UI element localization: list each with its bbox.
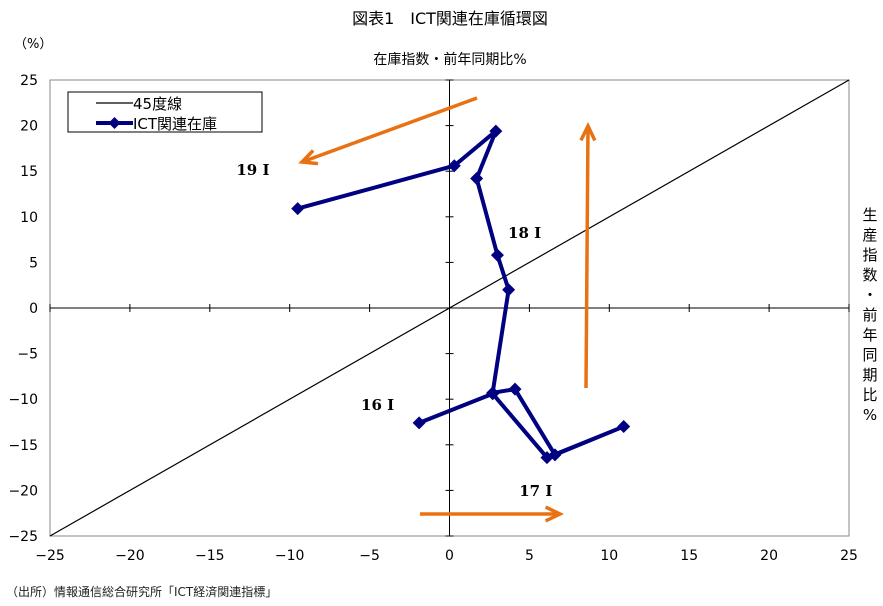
y-axis-label-char: % xyxy=(863,406,877,424)
chart-title: 図表1 ICT関連在庫循環図 xyxy=(352,9,548,28)
ict-inventory-marker xyxy=(489,124,503,138)
diagonal-45-line xyxy=(49,79,850,537)
ict-inventory-marker xyxy=(412,416,426,430)
series-layer xyxy=(49,79,850,537)
y-tick-label: −15 xyxy=(8,438,38,454)
x-tick-label: 10 xyxy=(600,548,618,564)
x-tick-label: −15 xyxy=(195,548,225,564)
y-tick-labels: −25 −20 −15 −10 −5 0 5 10 15 20 25 xyxy=(8,73,38,545)
x-tick-label: 25 xyxy=(840,548,858,564)
period-annotation: 17 I xyxy=(519,482,552,500)
period-annotation: 16 I xyxy=(361,396,394,414)
y-tick-label: 0 xyxy=(29,301,38,317)
ict-inventory-line xyxy=(297,129,626,460)
ict-inventory-marker xyxy=(470,171,484,185)
period-annotation: 19 I xyxy=(236,161,269,179)
y-tick-label: −10 xyxy=(8,392,38,408)
ict-inventory-marker xyxy=(508,382,522,396)
cycle-arrows xyxy=(298,96,597,523)
legend-box xyxy=(67,91,263,133)
y-axis-label-char: ・ xyxy=(862,286,877,304)
x-tick-labels: −25 −20 −15 −10 −5 0 5 10 15 20 25 xyxy=(35,548,858,564)
arrow-upper-left xyxy=(298,96,478,166)
x-tick-label: 20 xyxy=(760,548,778,564)
period-annotation: 18 I xyxy=(508,224,541,242)
x-tick-label: 0 xyxy=(445,548,454,564)
legend-label-ict: ICT関連在庫 xyxy=(133,115,217,133)
ict-inventory-marker xyxy=(490,248,504,262)
y-tick-label: −5 xyxy=(17,347,38,363)
ict-inventory-marker xyxy=(447,159,461,173)
y-axis-label-char: 生 xyxy=(862,206,877,224)
y-tick-label: −25 xyxy=(8,529,38,545)
ict-inventory-marker xyxy=(548,448,562,462)
arrow-right xyxy=(420,505,565,523)
y-tick-label: −20 xyxy=(8,483,38,499)
y-axis-label-char: 数 xyxy=(862,266,877,284)
x-tick-label: 5 xyxy=(525,548,534,564)
legend-label-45: 45度線 xyxy=(133,95,182,113)
y-tick-label: 10 xyxy=(20,210,38,226)
source-note: （出所）情報通信総合研究所「ICT経済関連指標」 xyxy=(6,585,278,599)
y-axis-label-char: 比 xyxy=(862,386,877,404)
arrow-up xyxy=(579,121,597,389)
y-tick-label: 5 xyxy=(29,255,38,271)
ict-inventory-marker xyxy=(486,386,500,400)
y-axis-label-char: 同 xyxy=(862,346,877,364)
y-tick-label: 15 xyxy=(20,164,38,180)
y-unit-label: （%） xyxy=(14,37,52,52)
x-axis-label: 在庫指数・前年同期比% xyxy=(373,51,526,68)
y-axis-label-char: 期 xyxy=(862,366,877,384)
x-tick-label: −25 xyxy=(35,548,65,564)
y-tick-label: 20 xyxy=(20,119,38,135)
period-annotations: 16 I 17 I 18 I 19 I xyxy=(236,161,552,500)
y-axis-label-char: 産 xyxy=(862,226,877,244)
legend: 45度線 ICT関連在庫 xyxy=(67,91,263,133)
ict-inventory-marker xyxy=(502,283,516,297)
x-tick-label: 15 xyxy=(680,548,698,564)
y-axis-label-char: 指 xyxy=(862,246,877,264)
x-tick-label: −20 xyxy=(115,548,145,564)
x-tick-label: −5 xyxy=(359,548,380,564)
ict-inventory-marker xyxy=(291,202,305,216)
ict-inventory-marker xyxy=(617,420,631,434)
legend-ict-marker-swatch xyxy=(108,117,121,129)
y-tick-label: 25 xyxy=(20,73,38,89)
x-tick-label: −10 xyxy=(275,548,305,564)
y-axis-label-char: 年 xyxy=(862,326,877,344)
y-axis-label-char: 前 xyxy=(862,306,877,324)
